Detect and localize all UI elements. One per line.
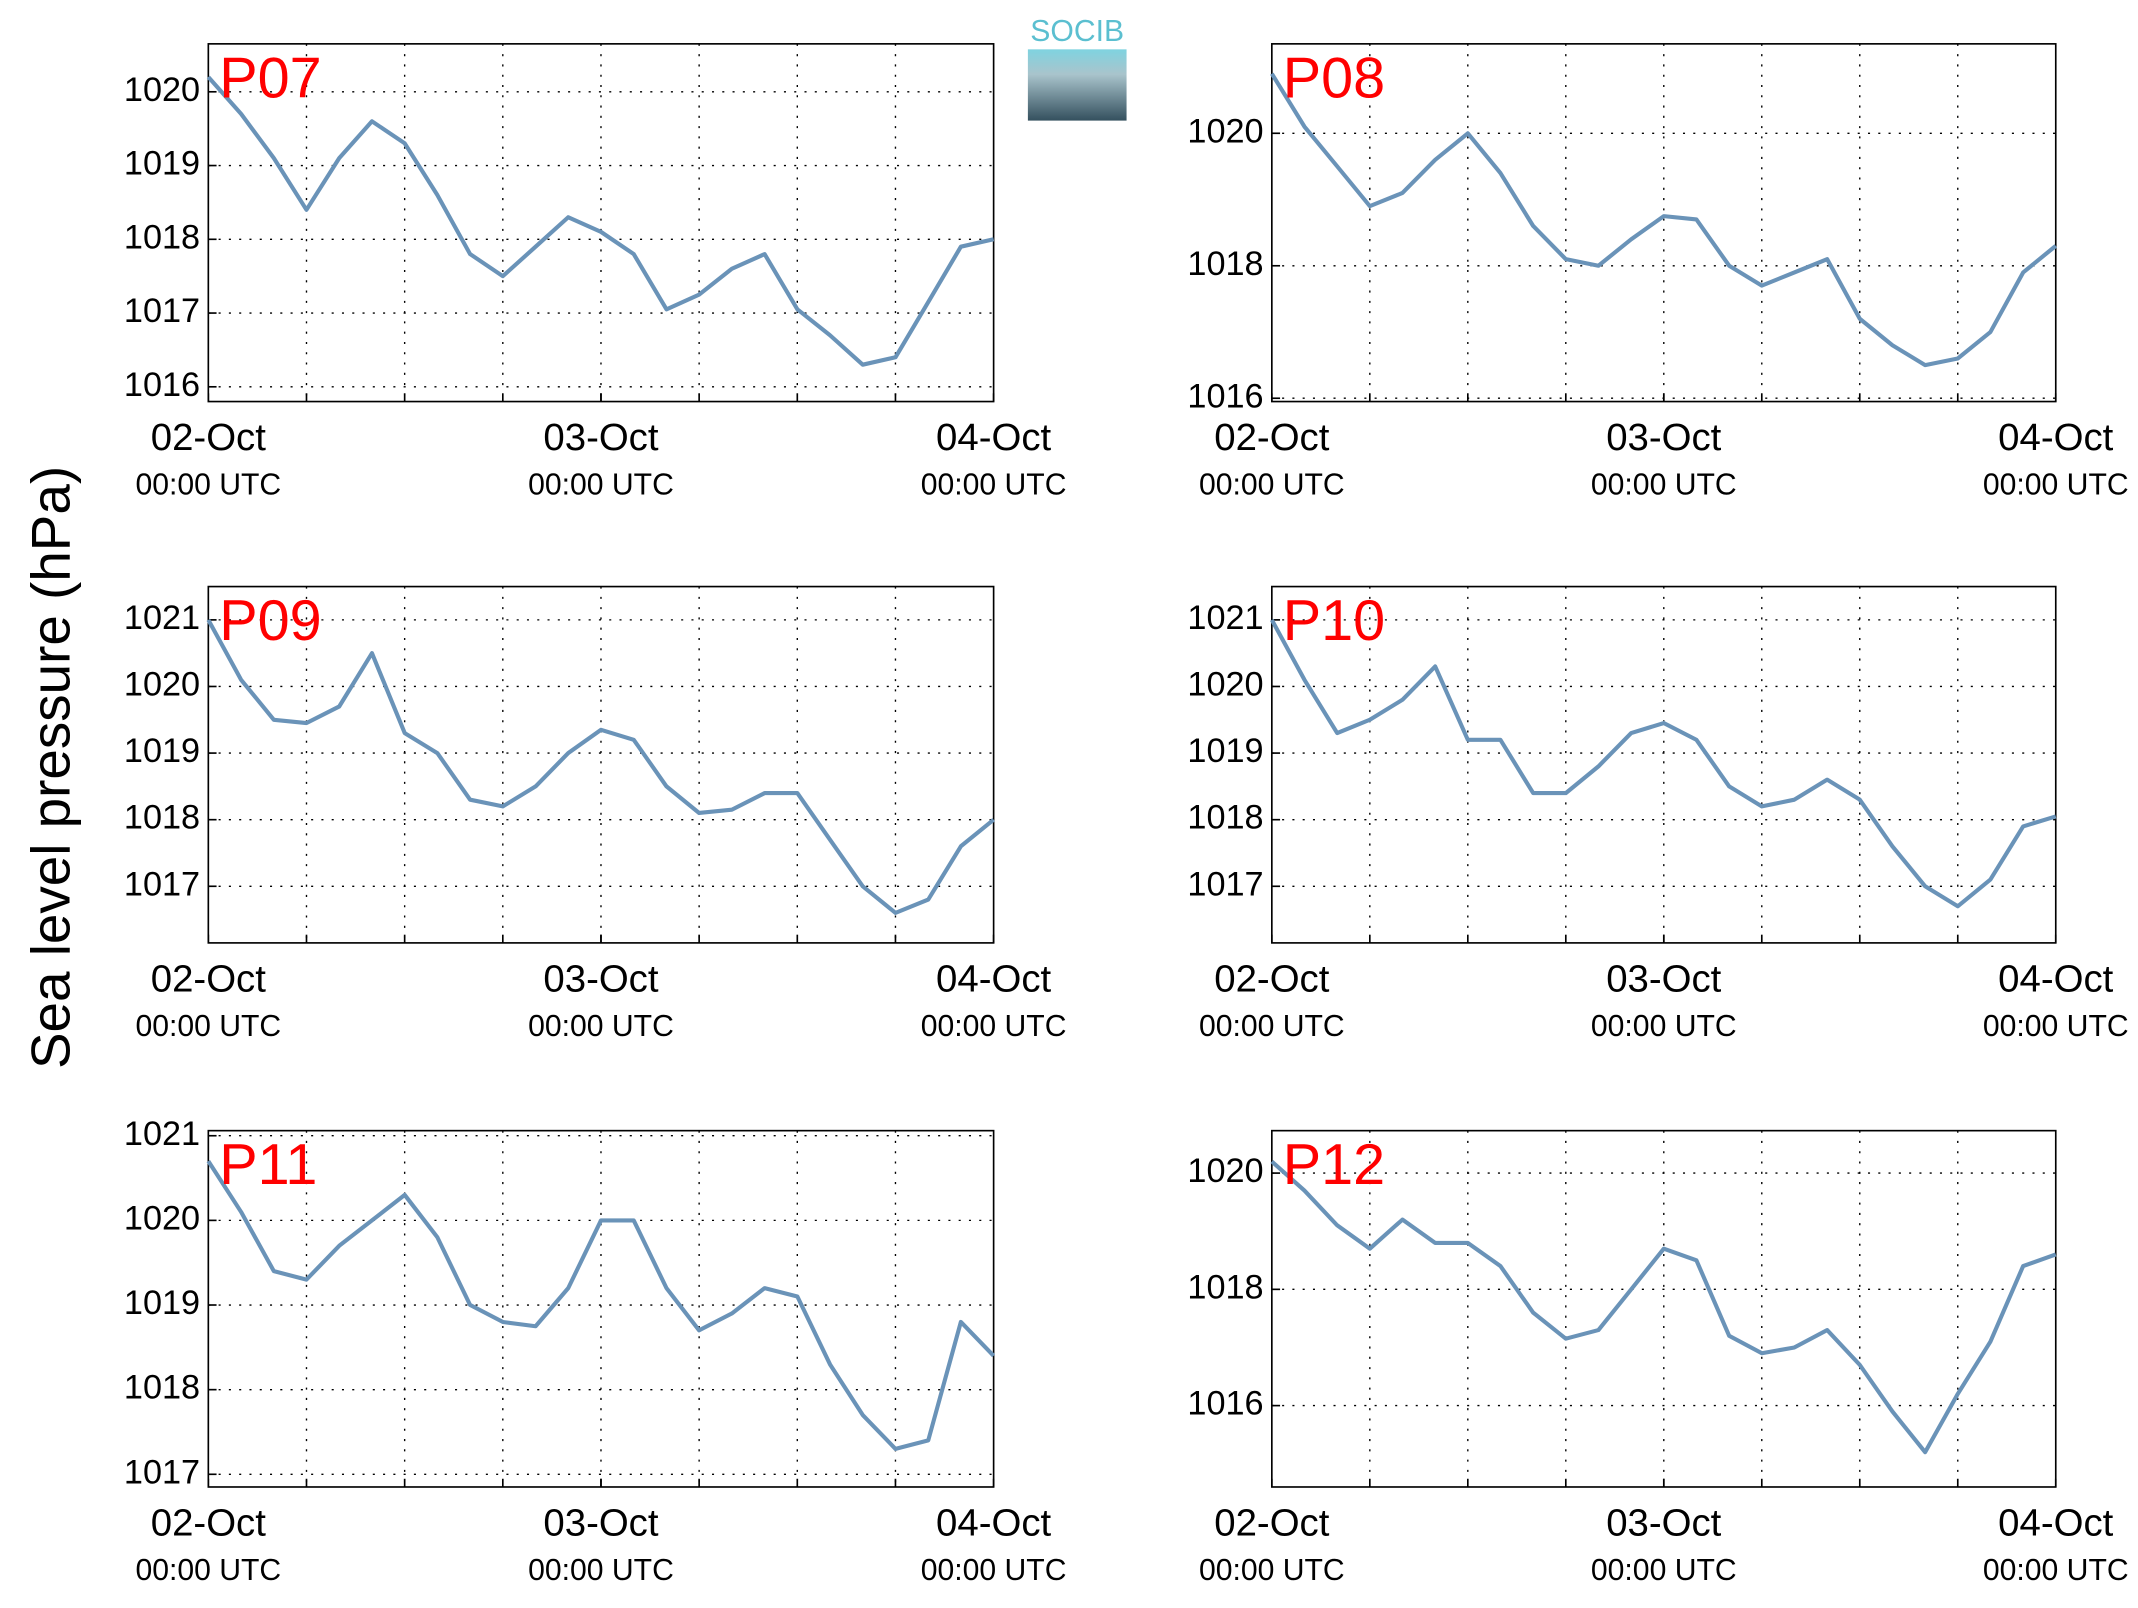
line xyxy=(1270,618,2057,909)
y-tick-label: 1020 xyxy=(124,71,200,109)
panel-title: P07 xyxy=(219,46,321,110)
y-tick-label: 1020 xyxy=(1187,1152,1263,1190)
y-tick-label: 1021 xyxy=(1187,599,1263,637)
subplot: 1016 1018 1020 02-Oct 00:00 UTC 03-Oct 00:00 U… xyxy=(1187,1129,2129,1587)
subplot: 1017 1018 1019 1020 1021 02-Oct 00:00 UTC 03-Oc… xyxy=(124,585,1067,1043)
x-tick-sublabel: 00:00 UTC xyxy=(1591,1010,1737,1043)
panel-title: P09 xyxy=(219,589,321,653)
y-tick-label: 1020 xyxy=(1187,112,1263,150)
plot-frame xyxy=(207,1129,995,1488)
y-tick-label: 1017 xyxy=(1187,865,1263,903)
x-tick-label: 04-Oct xyxy=(936,416,1051,459)
x-tick-label: 02-Oct xyxy=(1214,416,1329,459)
x-tick-label: 03-Oct xyxy=(1606,416,1721,459)
y-tick-label: 1018 xyxy=(1187,245,1263,283)
x-tick-sublabel: 00:00 UTC xyxy=(1199,1010,1345,1043)
y-tick-label: 1018 xyxy=(124,799,200,837)
y-tick-label: 1021 xyxy=(124,599,200,637)
line xyxy=(206,75,995,367)
x-tick-sublabel: 00:00 UTC xyxy=(1983,1010,2129,1043)
x-tick-label: 03-Oct xyxy=(543,957,658,1000)
panel-title: P11 xyxy=(219,1133,317,1197)
x-tick-label: 04-Oct xyxy=(936,957,1051,1000)
y-tick-label: 1020 xyxy=(1187,666,1263,704)
y-tick-label: 1019 xyxy=(124,145,200,183)
y-tick-label: 1021 xyxy=(124,1115,200,1153)
y-axis-label: Sea level pressure (hPa) xyxy=(19,466,81,1069)
x-tick-sublabel: 00:00 UTC xyxy=(921,468,1067,501)
x-tick-label: 04-Oct xyxy=(1998,416,2113,459)
y-tick-label: 1017 xyxy=(124,292,200,330)
line xyxy=(1270,1159,2057,1455)
y-tick-label: 1018 xyxy=(124,1369,200,1407)
x-tick-label: 02-Oct xyxy=(1214,1501,1329,1544)
logo-text: SOCIB xyxy=(1030,15,1124,48)
x-tick-label: 02-Oct xyxy=(151,1501,266,1544)
x-tick-sublabel: 00:00 UTC xyxy=(1199,1554,1345,1587)
panel-title: P08 xyxy=(1283,46,1385,110)
x-tick-sublabel: 00:00 UTC xyxy=(135,1554,281,1587)
x-tick-sublabel: 00:00 UTC xyxy=(1199,468,1345,501)
line xyxy=(1270,72,2058,368)
y-tick-label: 1019 xyxy=(1187,732,1263,770)
y-tick-label: 1019 xyxy=(124,732,200,770)
x-tick-sublabel: 00:00 UTC xyxy=(921,1554,1067,1587)
plot-frame xyxy=(1271,1129,2057,1488)
plot-frame xyxy=(1271,585,2057,944)
x-tick-sublabel: 00:00 UTC xyxy=(1983,1554,2129,1587)
x-tick-sublabel: 00:00 UTC xyxy=(1591,1554,1737,1587)
y-tick-label: 1019 xyxy=(124,1284,200,1322)
subplot: 1016 1017 1018 1019 1020 02-Oct 00:00 UTC 03-Oc… xyxy=(124,43,1067,501)
y-tick-label: 1018 xyxy=(124,218,200,256)
x-tick-sublabel: 00:00 UTC xyxy=(1983,468,2129,501)
x-tick-label: 02-Oct xyxy=(151,416,266,459)
y-tick-label: 1017 xyxy=(124,1453,200,1491)
x-tick-label: 03-Oct xyxy=(1606,1501,1721,1544)
subplot: 1017 1018 1019 1020 1021 02-Oct 00:00 UTC 03-Oc… xyxy=(124,1115,1067,1587)
x-tick-label: 04-Oct xyxy=(1998,957,2113,1000)
panel-title: P12 xyxy=(1283,1133,1385,1197)
y-tick-label: 1016 xyxy=(1187,377,1263,415)
x-tick-sublabel: 00:00 UTC xyxy=(528,1010,674,1043)
plot-frame xyxy=(1271,43,2057,403)
y-tick-label: 1020 xyxy=(124,1199,200,1237)
x-tick-sublabel: 00:00 UTC xyxy=(528,468,674,501)
x-tick-sublabel: 00:00 UTC xyxy=(135,1010,281,1043)
x-tick-label: 03-Oct xyxy=(543,1501,658,1544)
plot-frame xyxy=(207,585,995,944)
subplot: 1017 1018 1019 1020 1021 02-Oct 00:00 UTC 03-Oc… xyxy=(1187,585,2129,1043)
panel-title: P10 xyxy=(1283,589,1385,653)
x-tick-sublabel: 00:00 UTC xyxy=(135,468,281,501)
logo-graphic xyxy=(1027,49,1127,121)
y-tick-label: 1020 xyxy=(124,666,200,704)
y-tick-label: 1018 xyxy=(1187,799,1263,837)
y-tick-label: 1016 xyxy=(124,366,200,404)
logo: SOCIB xyxy=(1027,15,1127,121)
line xyxy=(206,618,995,915)
x-tick-label: 03-Oct xyxy=(1606,957,1721,1000)
y-tick-label: 1016 xyxy=(1187,1385,1263,1423)
x-tick-label: 02-Oct xyxy=(1214,957,1329,1000)
x-tick-label: 03-Oct xyxy=(543,416,658,459)
x-tick-label: 04-Oct xyxy=(1998,1501,2113,1544)
x-tick-sublabel: 00:00 UTC xyxy=(528,1554,674,1587)
x-tick-label: 04-Oct xyxy=(936,1501,1051,1544)
line xyxy=(206,1159,996,1451)
x-tick-sublabel: 00:00 UTC xyxy=(1591,468,1737,501)
x-tick-sublabel: 00:00 UTC xyxy=(921,1010,1067,1043)
subplot: 1016 1018 1020 02-Oct 00:00 UTC 03-Oct 00:00 U… xyxy=(1187,43,2129,501)
y-tick-label: 1017 xyxy=(124,865,200,903)
x-tick-label: 02-Oct xyxy=(151,957,266,1000)
y-tick-label: 1018 xyxy=(1187,1268,1263,1306)
plot-frame xyxy=(207,43,995,403)
